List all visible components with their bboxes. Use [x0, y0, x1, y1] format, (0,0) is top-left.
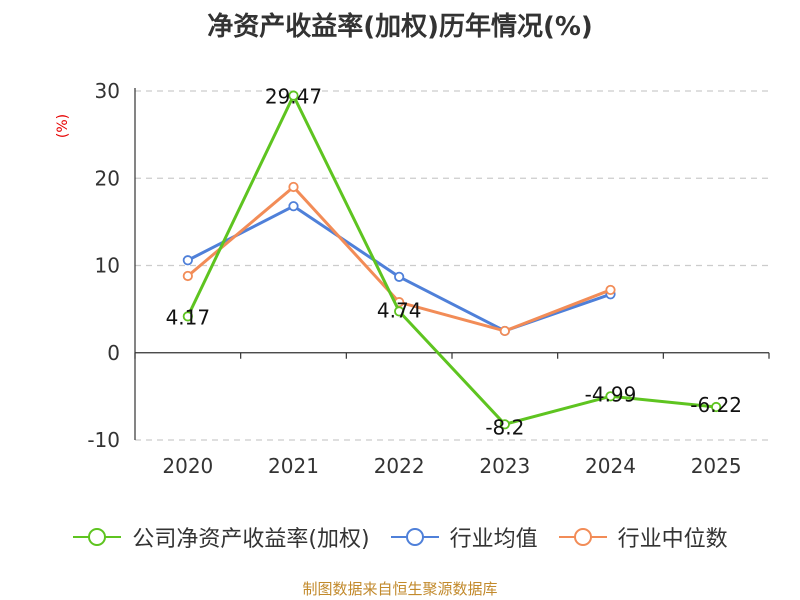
- y-tick-label: 30: [95, 79, 120, 103]
- data-point-series-1: [182, 255, 193, 266]
- legend-item-industry-average[interactable]: 行业均值: [390, 521, 538, 553]
- data-point-series-2: [499, 325, 510, 337]
- data-point-series-1: [288, 201, 299, 212]
- data-point-series-1: [394, 271, 405, 282]
- x-tick-label: 2023: [479, 454, 530, 478]
- chart-title: 净资产收益率(加权)历年情况(%): [207, 12, 593, 42]
- legend-item-industry-median[interactable]: 行业中位数: [558, 521, 728, 553]
- data-point-series-2: [288, 181, 299, 193]
- y-tick-label: 10: [95, 254, 120, 278]
- data-label: -4.99: [585, 382, 637, 406]
- data-point-series-0: [182, 311, 193, 322]
- data-source-note: 制图数据来自恒生聚源数据库: [302, 580, 498, 598]
- x-tick-label: 2025: [691, 454, 742, 478]
- y-tick-label: -10: [87, 428, 120, 452]
- data-label: -8.2: [485, 415, 524, 439]
- legend-label-company-roe: 公司净资产收益率(加权): [132, 527, 370, 552]
- x-tick-label: 2020: [162, 454, 213, 478]
- legend-label-industry-average: 行业均值: [449, 527, 538, 552]
- legend-swatch-industry-average: [390, 528, 439, 546]
- data-point-series-0: [394, 306, 405, 317]
- data-label: -6.22: [690, 393, 742, 417]
- series-line-0: [186, 94, 717, 426]
- legend-swatch-company-roe: [73, 528, 122, 546]
- legend-label-industry-median: 行业中位数: [617, 527, 728, 552]
- data-label: 4.74: [377, 298, 422, 322]
- x-tick-label: 2021: [268, 454, 319, 478]
- chart-legend: 公司净资产收益率(加权) 行业均值 行业中位数: [0, 520, 800, 554]
- y-tick-label: 0: [107, 341, 120, 365]
- legend-swatch-industry-median: [558, 528, 607, 546]
- data-point-series-0: [605, 391, 616, 402]
- data-label: 29.47: [265, 85, 322, 109]
- data-point-series-2: [605, 284, 616, 296]
- data-label: 4.17: [166, 305, 211, 329]
- data-point-series-2: [182, 270, 193, 282]
- y-tick-label: 20: [95, 166, 120, 190]
- data-point-series-0: [711, 401, 722, 413]
- data-point-series-0: [288, 90, 299, 101]
- x-tick-label: 2022: [374, 454, 425, 478]
- x-tick-label: 2024: [585, 454, 636, 478]
- data-point-series-0: [499, 419, 510, 430]
- legend-item-company-roe[interactable]: 公司净资产收益率(加权): [72, 521, 370, 553]
